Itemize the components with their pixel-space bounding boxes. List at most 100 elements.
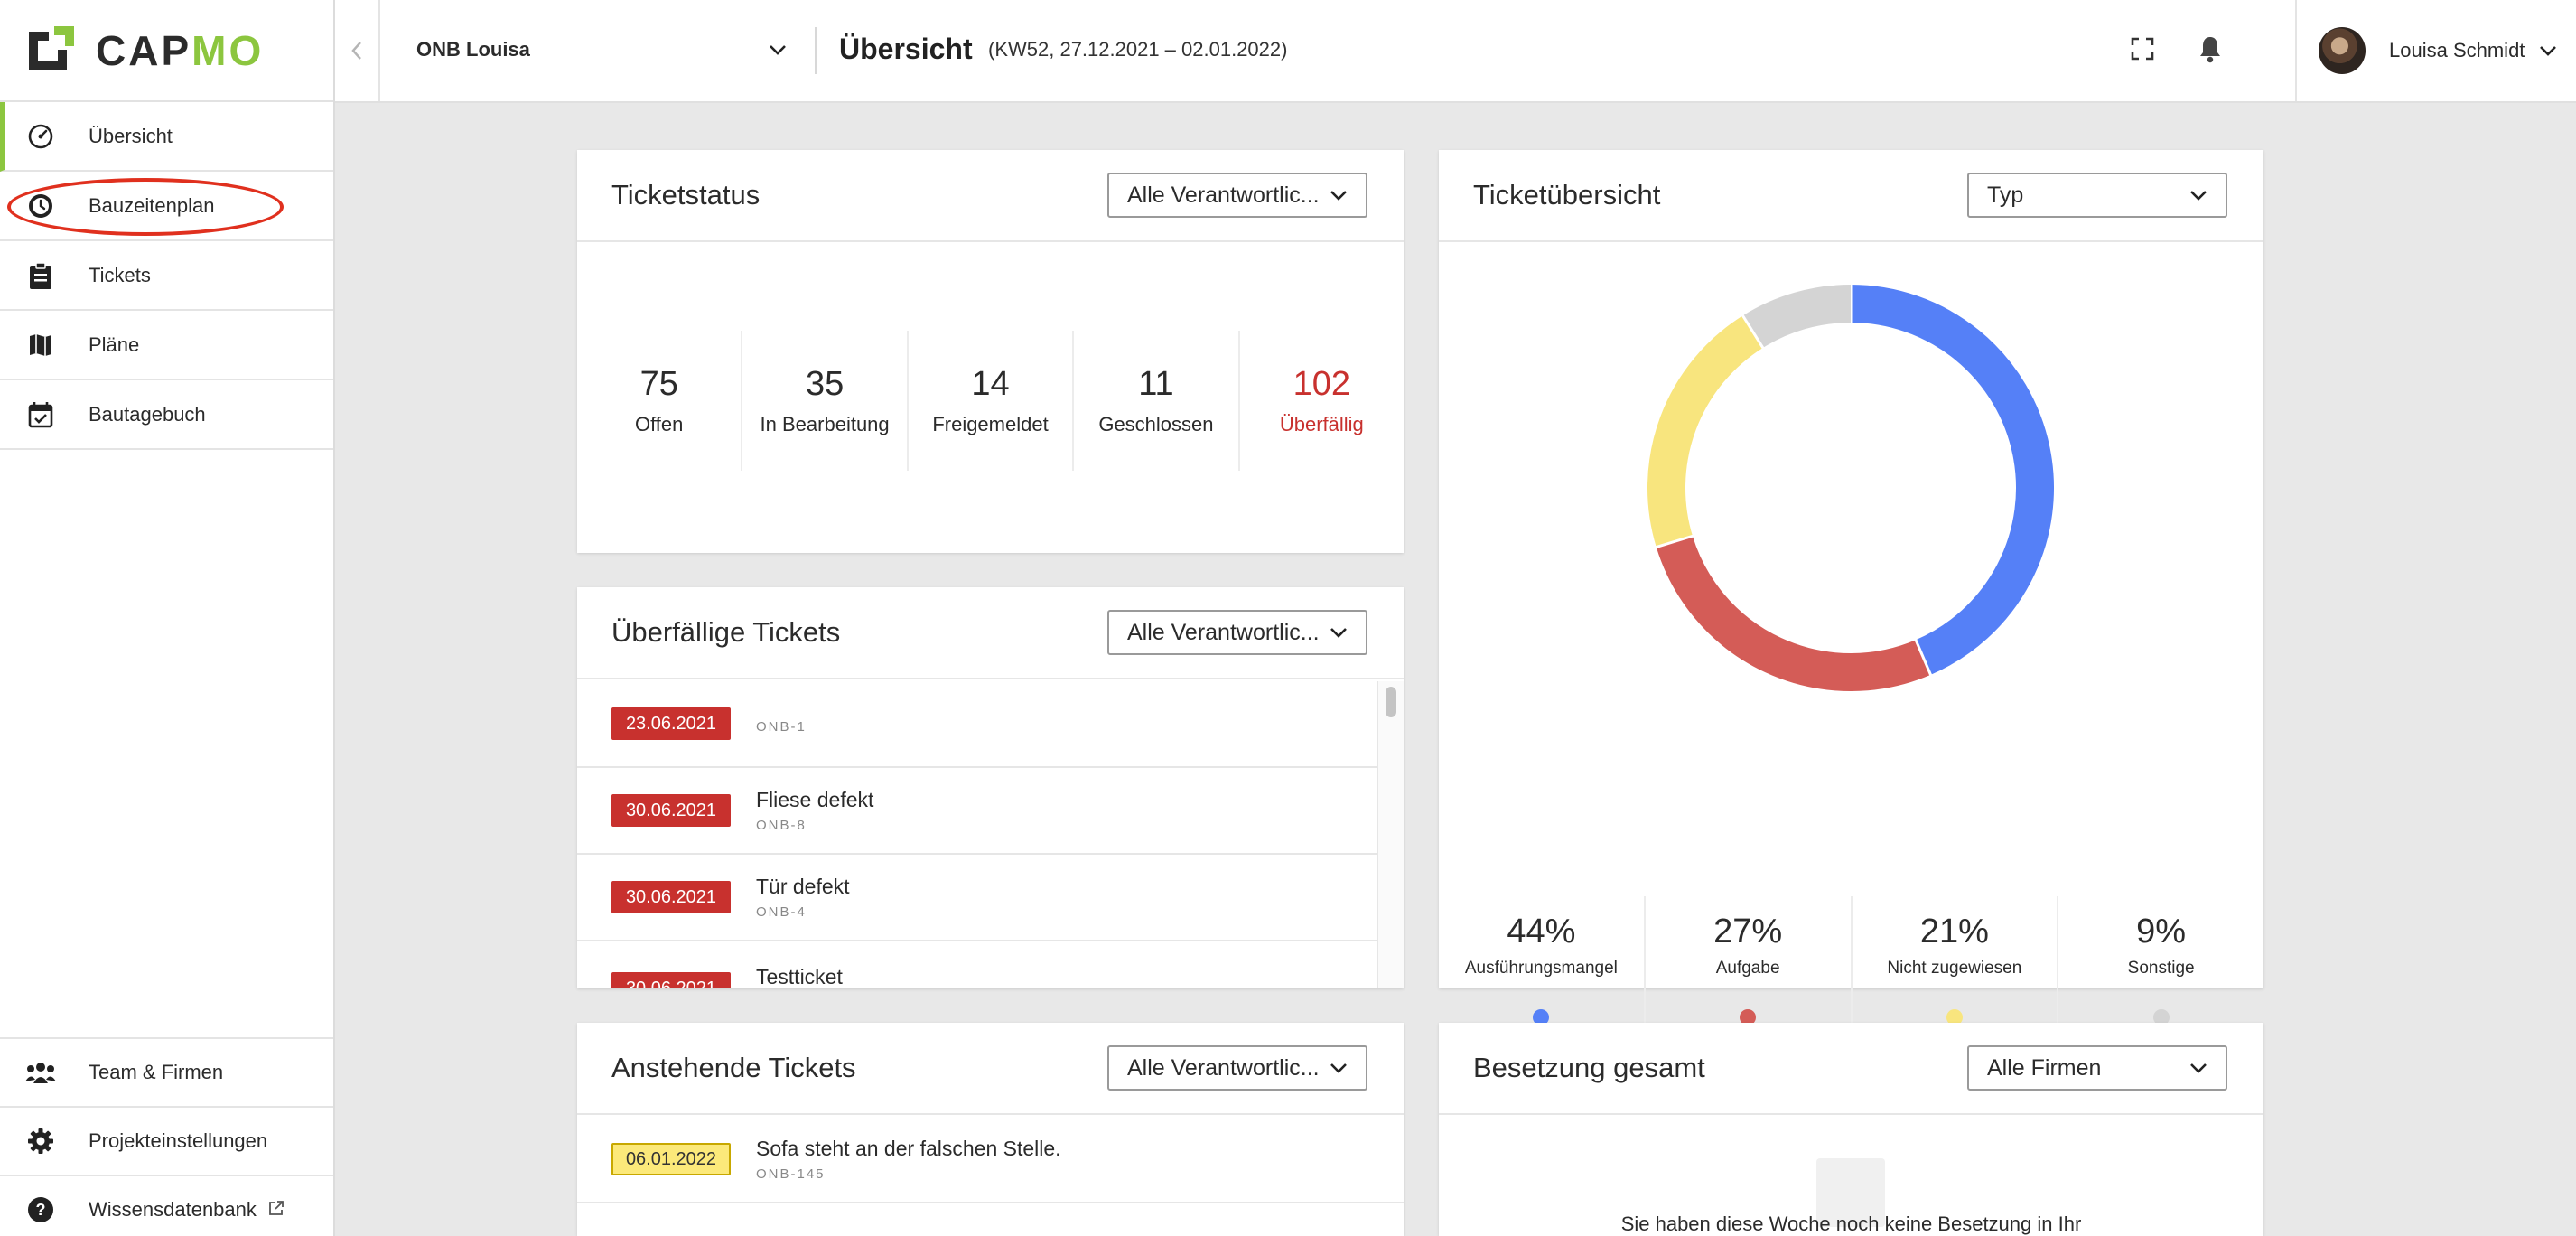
ticket-id: ONB-8 bbox=[756, 818, 807, 833]
responsible-filter-dropdown[interactable]: Alle Verantwortlic... bbox=[1107, 173, 1367, 218]
project-name: ONB Louisa bbox=[416, 38, 530, 61]
help-icon: ? bbox=[25, 1194, 56, 1225]
legend-label: Sonstige bbox=[2127, 959, 2195, 978]
chevron-down-icon bbox=[2540, 46, 2557, 56]
legend-color-dot bbox=[1946, 1009, 1963, 1025]
user-menu[interactable]: Louisa Schmidt bbox=[2295, 0, 2576, 101]
legend-sonstige[interactable]: 9% Sonstige bbox=[2058, 896, 2263, 1037]
ticketstatus-card: Ticketstatus Alle Verantwortlic... 75 Of… bbox=[577, 150, 1404, 553]
stat-geschlossen[interactable]: 11 Geschlossen bbox=[1074, 331, 1240, 471]
calendar-check-icon bbox=[25, 399, 56, 430]
sidebar-item-team[interactable]: Team & Firmen bbox=[0, 1039, 333, 1108]
donut-segment-1[interactable] bbox=[1656, 536, 1931, 691]
card-header: Anstehende Tickets Alle Verantwortlic... bbox=[577, 1023, 1404, 1115]
stat-offen[interactable]: 75 Offen bbox=[577, 331, 743, 471]
legend-label: Aufgabe bbox=[1715, 959, 1780, 978]
stat-value: 11 bbox=[1138, 365, 1174, 403]
type-filter-dropdown[interactable]: Typ bbox=[1967, 173, 2227, 218]
sidebar-item-label: Tickets bbox=[89, 263, 151, 286]
status-stats: 75 Offen 35 In Bearbeitung 14 Freigemeld… bbox=[577, 331, 1404, 471]
external-link-icon bbox=[267, 1199, 285, 1222]
stat-label: In Bearbeitung bbox=[760, 413, 890, 435]
speedometer-icon bbox=[25, 121, 56, 152]
ticket-title: Fliese defekt bbox=[756, 788, 874, 811]
sidebar-item-projekteinstellungen[interactable]: Projekteinstellungen bbox=[0, 1108, 333, 1176]
dropdown-value: Alle Firmen bbox=[1987, 1054, 2102, 1081]
legend-aufgabe[interactable]: 27% Aufgabe bbox=[1646, 896, 1853, 1037]
donut-separator-3 bbox=[1741, 314, 1765, 350]
ticket-overview-card: Ticketübersicht Typ 44% Ausführungsmange… bbox=[1439, 150, 2263, 1037]
empty-state-icon bbox=[1816, 1158, 1885, 1227]
responsible-filter-dropdown[interactable]: Alle Verantwortlic... bbox=[1107, 610, 1367, 655]
list-item[interactable]: 06.01.2022 Sofa steht an der falschen St… bbox=[577, 1117, 1404, 1203]
fullscreen-icon[interactable] bbox=[2130, 36, 2155, 66]
sidebar-item-plaene[interactable]: Pläne bbox=[0, 311, 333, 380]
card-title: Anstehende Tickets bbox=[611, 1052, 856, 1083]
ticket-id: ONB-4 bbox=[756, 904, 807, 920]
overdue-ticket-list: 23.06.2021 ONB-1 30.06.2021 Fliese defek… bbox=[577, 681, 1377, 988]
legend-color-dot bbox=[1740, 1009, 1757, 1025]
list-item[interactable]: 30.06.2021 Fliese defekt ONB-8 bbox=[577, 768, 1377, 855]
sidebar-item-uebersicht[interactable]: Übersicht bbox=[0, 102, 333, 172]
legend-percentage: 21% bbox=[1919, 913, 1989, 950]
chevron-down-icon bbox=[770, 45, 786, 55]
card-title: Ticketstatus bbox=[611, 179, 761, 211]
topbar: ONB Louisa Übersicht (KW52, 27.12.2021 –… bbox=[335, 0, 2576, 103]
legend-percentage: 44% bbox=[1507, 913, 1576, 950]
sidebar-item-label: Bautagebuch bbox=[89, 402, 206, 426]
empty-state-text: Sie haben diese Woche noch keine Besetzu… bbox=[1620, 1213, 2082, 1235]
list-scrollbar[interactable] bbox=[1377, 681, 1404, 988]
company-filter-dropdown[interactable]: Alle Firmen bbox=[1967, 1045, 2227, 1091]
week-range: (KW52, 27.12.2021 – 02.01.2022) bbox=[988, 38, 1288, 61]
collapse-sidebar-button[interactable] bbox=[335, 0, 380, 101]
sidebar-item-bautagebuch[interactable]: Bautagebuch bbox=[0, 380, 333, 450]
card-header: Besetzung gesamt Alle Firmen bbox=[1439, 1023, 2263, 1115]
due-date-badge: 06.01.2022 bbox=[611, 1143, 731, 1175]
list-item[interactable]: 30.06.2021 Testticket bbox=[577, 941, 1377, 988]
stat-in-bearbeitung[interactable]: 35 In Bearbeitung bbox=[742, 331, 909, 471]
donut-legend: 44% Ausführungsmangel 27% Aufgabe 21% Ni… bbox=[1439, 896, 2263, 1037]
card-title: Besetzung gesamt bbox=[1473, 1052, 1705, 1083]
chevron-left-icon bbox=[351, 42, 361, 60]
overdue-tickets-card: Überfällige Tickets Alle Verantwortlic..… bbox=[577, 587, 1404, 988]
donut-segment-3[interactable] bbox=[1742, 285, 1852, 349]
upcoming-ticket-list: 06.01.2022 Sofa steht an der falschen St… bbox=[577, 1117, 1404, 1236]
legend-nicht-zugewiesen[interactable]: 21% Nicht zugewiesen bbox=[1853, 896, 2059, 1037]
main-nav: Übersicht Bauzeitenplan Tickets Pläne Ba… bbox=[0, 102, 333, 450]
list-item[interactable]: 23.06.2021 ONB-1 bbox=[577, 681, 1377, 768]
gear-icon bbox=[25, 1126, 56, 1156]
stat-value: 75 bbox=[639, 365, 678, 403]
sidebar-item-wissensdatenbank[interactable]: ? Wissensdatenbank bbox=[0, 1176, 333, 1236]
stat-freigemeldet[interactable]: 14 Freigemeldet bbox=[909, 331, 1075, 471]
chevron-down-icon bbox=[2190, 1063, 2207, 1073]
sidebar-item-bauzeitenplan[interactable]: Bauzeitenplan bbox=[0, 172, 333, 241]
donut-segment-0[interactable] bbox=[1850, 285, 2054, 675]
responsible-filter-dropdown[interactable]: Alle Verantwortlic... bbox=[1107, 1045, 1367, 1091]
stat-label: Überfällig bbox=[1279, 413, 1364, 435]
sidebar-item-tickets[interactable]: Tickets bbox=[0, 241, 333, 311]
scrollbar-thumb[interactable] bbox=[1386, 687, 1396, 717]
ticket-type-donut-chart bbox=[1647, 284, 2054, 691]
legend-color-dot bbox=[2152, 1009, 2170, 1025]
dropdown-value: Alle Verantwortlic... bbox=[1127, 1054, 1320, 1081]
svg-text:?: ? bbox=[36, 1201, 46, 1219]
stat-label: Geschlossen bbox=[1098, 413, 1214, 435]
legend-percentage: 27% bbox=[1713, 913, 1783, 950]
sidebar-item-label: Team & Firmen bbox=[89, 1061, 224, 1083]
capmo-logo-icon bbox=[29, 25, 74, 70]
upcoming-tickets-card: Anstehende Tickets Alle Verantwortlic...… bbox=[577, 1023, 1404, 1236]
project-select[interactable]: ONB Louisa bbox=[416, 27, 787, 72]
clock-icon bbox=[25, 191, 56, 221]
legend-percentage: 9% bbox=[2136, 913, 2187, 950]
donut-segment-2[interactable] bbox=[1647, 315, 1764, 548]
donut-separator-1 bbox=[1914, 638, 1933, 677]
bell-icon[interactable] bbox=[2198, 34, 2223, 68]
ticket-title: Sofa steht an der falschen Stelle. bbox=[756, 1137, 1061, 1160]
capmo-logo[interactable]: CAPMO bbox=[0, 0, 333, 102]
legend-ausfuehrungsmangel[interactable]: 44% Ausführungsmangel bbox=[1439, 896, 1646, 1037]
staffing-card: Besetzung gesamt Alle Firmen Sie haben d… bbox=[1439, 1023, 2263, 1236]
stat-ueberfaellig[interactable]: 102 Überfällig bbox=[1240, 331, 1404, 471]
card-header: Überfällige Tickets Alle Verantwortlic..… bbox=[577, 587, 1404, 679]
list-item[interactable]: 30.06.2021 Tür defekt ONB-4 bbox=[577, 855, 1377, 941]
card-header: Ticketstatus Alle Verantwortlic... bbox=[577, 150, 1404, 242]
